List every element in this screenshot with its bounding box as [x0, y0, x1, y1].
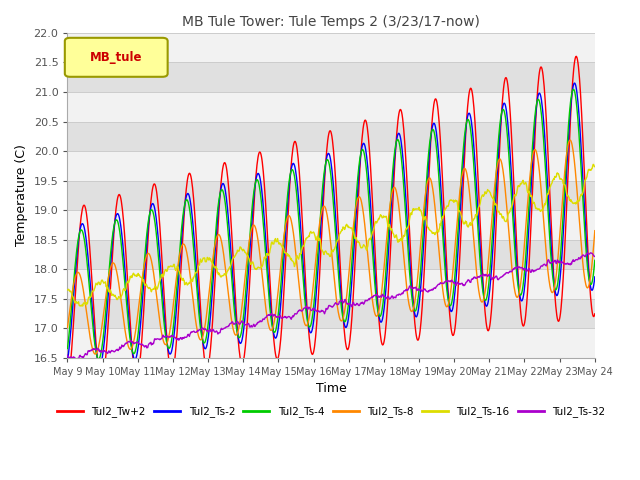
Legend: Tul2_Tw+2, Tul2_Ts-2, Tul2_Ts-4, Tul2_Ts-8, Tul2_Ts-16, Tul2_Ts-32: Tul2_Tw+2, Tul2_Ts-2, Tul2_Ts-4, Tul2_Ts… [53, 402, 609, 421]
Bar [67, 240, 595, 269]
Bar [67, 121, 595, 151]
X-axis label: Time: Time [316, 383, 346, 396]
FancyBboxPatch shape [65, 38, 168, 77]
Bar [67, 62, 595, 92]
Text: MB_tule: MB_tule [90, 51, 143, 64]
Bar [67, 151, 595, 180]
Bar [67, 210, 595, 240]
Bar [67, 33, 595, 62]
Bar [67, 328, 595, 358]
Bar [67, 299, 595, 328]
Bar [67, 92, 595, 121]
Bar [67, 180, 595, 210]
Title: MB Tule Tower: Tule Temps 2 (3/23/17-now): MB Tule Tower: Tule Temps 2 (3/23/17-now… [182, 15, 480, 29]
Y-axis label: Temperature (C): Temperature (C) [15, 144, 28, 246]
Bar [67, 269, 595, 299]
